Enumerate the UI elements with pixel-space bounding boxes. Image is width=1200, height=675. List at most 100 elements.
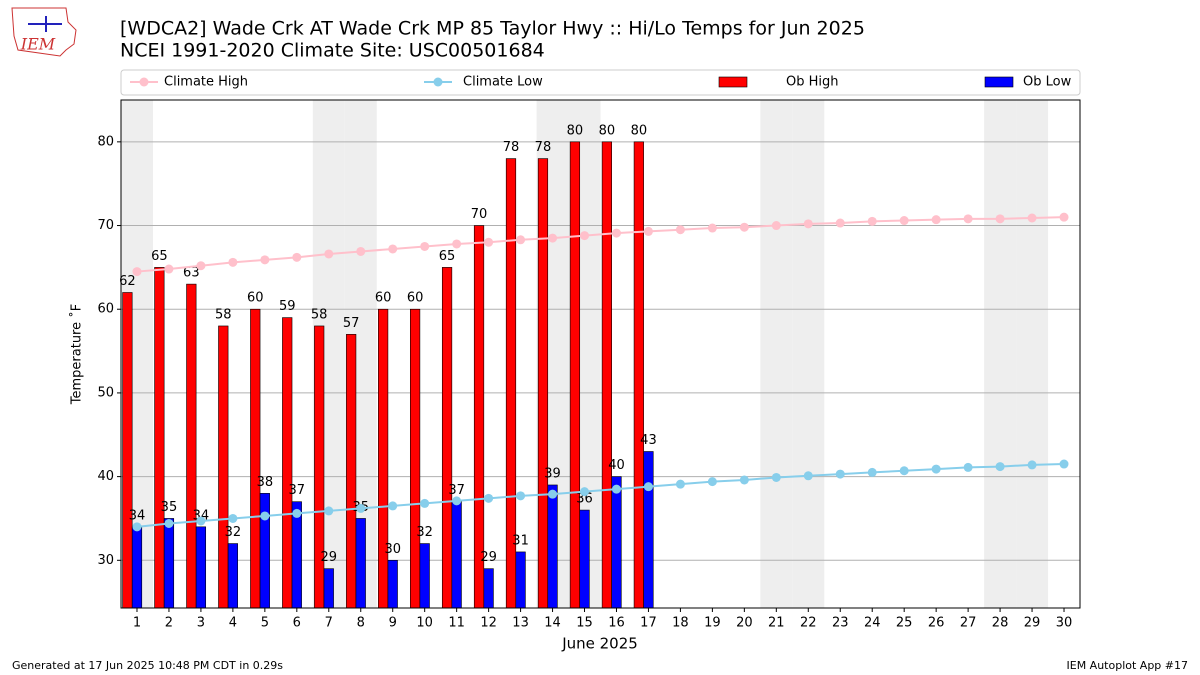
bar [122, 292, 133, 609]
y-tick-label: 50 [97, 385, 114, 400]
data-label: 62 [119, 274, 136, 289]
x-tick-label: 25 [896, 616, 913, 631]
bar [154, 267, 165, 609]
point [835, 469, 845, 479]
y-axis-label: Temperature ˚F [69, 304, 85, 405]
legend-marker [433, 77, 443, 87]
x-tick-label: 9 [389, 616, 397, 631]
data-label: 43 [640, 433, 657, 448]
legend-marker [139, 77, 149, 87]
bar [250, 308, 261, 609]
data-label: 78 [503, 140, 520, 155]
bar [409, 308, 421, 609]
point [164, 518, 174, 528]
data-label: 38 [257, 475, 274, 490]
point [995, 462, 1005, 472]
x-tick-label: 16 [608, 616, 625, 631]
data-label: 58 [215, 307, 232, 322]
point [548, 489, 558, 499]
point [452, 496, 462, 506]
bar [323, 568, 334, 609]
bar [611, 476, 622, 609]
point [132, 522, 142, 532]
point [420, 241, 430, 251]
point [324, 506, 334, 516]
x-tick-label: 29 [1024, 616, 1041, 631]
point [292, 508, 302, 518]
x-tick-label: 11 [448, 616, 465, 631]
point [995, 214, 1005, 224]
point [867, 216, 877, 226]
data-label: 39 [544, 466, 561, 481]
bar [131, 526, 143, 609]
data-label: 34 [129, 508, 146, 523]
x-tick-label: 24 [864, 616, 881, 631]
point [835, 218, 845, 228]
data-label: 37 [289, 483, 306, 498]
point [164, 264, 174, 274]
point [452, 239, 462, 249]
footer-left: Generated at 17 Jun 2025 10:48 PM CDT in… [12, 659, 283, 672]
bar [355, 518, 366, 609]
x-tick-label: 14 [544, 616, 561, 631]
data-label: 65 [439, 249, 456, 264]
point [292, 252, 302, 262]
x-tick-label: 7 [325, 616, 333, 631]
data-label: 60 [407, 291, 424, 306]
point [484, 493, 494, 503]
data-label: 35 [161, 500, 178, 515]
bar [195, 526, 207, 609]
point [675, 225, 685, 235]
bar [218, 325, 229, 609]
point [548, 233, 558, 243]
data-label: 70 [471, 207, 488, 222]
bar [227, 543, 238, 609]
bar [186, 283, 197, 609]
data-label: 63 [183, 266, 200, 281]
point [611, 484, 621, 494]
point [196, 261, 206, 271]
point [324, 249, 334, 259]
bar [579, 509, 590, 609]
data-label: 58 [311, 307, 328, 322]
y-tick-label: 40 [97, 469, 114, 484]
x-tick-label: 13 [512, 616, 529, 631]
point [580, 487, 590, 497]
point [260, 511, 270, 521]
point [963, 214, 973, 224]
point [1059, 459, 1069, 469]
point [643, 226, 653, 236]
x-tick-label: 8 [357, 616, 365, 631]
line [136, 216, 1065, 273]
y-tick-label: 30 [97, 553, 114, 568]
x-tick-label: 30 [1056, 616, 1073, 631]
legend-label: Climate High [164, 75, 248, 90]
bar [419, 543, 430, 609]
weekend-shade [760, 100, 793, 608]
bar [314, 325, 325, 609]
point [228, 513, 238, 523]
bar [387, 559, 398, 609]
data-label: 32 [416, 525, 433, 540]
y-tick-label: 60 [97, 302, 114, 317]
x-tick-label: 15 [576, 616, 593, 631]
x-tick-label: 20 [736, 616, 753, 631]
bar [483, 568, 494, 609]
x-tick-label: 18 [672, 616, 689, 631]
bar [643, 451, 654, 609]
x-tick-label: 22 [800, 616, 817, 631]
bar [601, 141, 612, 609]
point [707, 477, 717, 487]
point [132, 267, 142, 277]
x-tick-label: 26 [928, 616, 945, 631]
x-tick-label: 28 [992, 616, 1009, 631]
point [899, 216, 909, 226]
point [771, 221, 781, 231]
point [867, 467, 877, 477]
point [963, 462, 973, 472]
logo-outline [11, 7, 77, 57]
data-label: 31 [512, 533, 529, 548]
legend-label: Ob High [786, 75, 839, 90]
data-label: 65 [151, 249, 168, 264]
x-tick-label: 27 [960, 616, 977, 631]
